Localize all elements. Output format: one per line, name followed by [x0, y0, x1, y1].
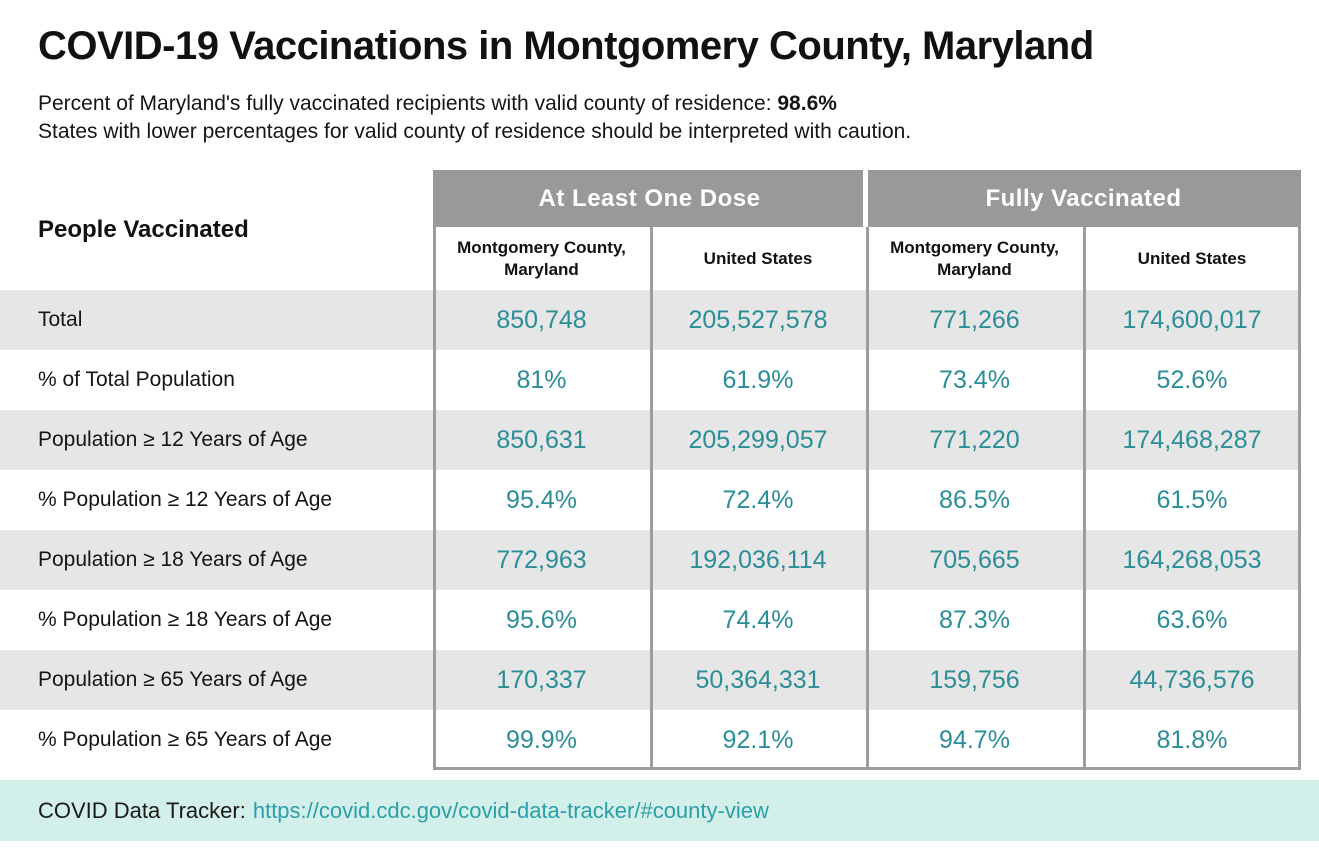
table-cell: 170,337: [496, 665, 587, 694]
table-border: [650, 227, 653, 770]
table-border: [866, 227, 869, 770]
table-border: [1083, 227, 1086, 770]
table-cell: 95.4%: [506, 485, 577, 514]
column-header-us-one-dose: United States: [703, 248, 813, 268]
table-cell: 61.9%: [722, 365, 794, 394]
row-label-column: Total % of Total Population Population ≥…: [38, 290, 418, 770]
column-group-header-one-dose: At Least One Dose: [433, 170, 866, 227]
table-cell: 44,736,576: [1129, 665, 1255, 694]
subtitle-prefix: Percent of Maryland's fully vaccinated r…: [38, 92, 778, 115]
row-label: Population ≥ 18 Years of Age: [38, 548, 308, 571]
subtitle: Percent of Maryland's fully vaccinated r…: [38, 90, 911, 146]
table-cell: 205,299,057: [688, 425, 828, 454]
table-cell: 61.5%: [1156, 485, 1228, 514]
table-cell: 205,527,578: [688, 305, 828, 334]
table-cell: 771,266: [929, 305, 1020, 334]
table-cell: 81.8%: [1156, 725, 1228, 754]
table-cell: 92.1%: [722, 725, 794, 754]
table-cell: 73.4%: [939, 365, 1010, 394]
group-header-divider: [863, 170, 868, 227]
table-cell: 50,364,331: [695, 665, 821, 694]
table-cell: 63.6%: [1156, 605, 1228, 634]
row-label: % Population ≥ 18 Years of Age: [38, 608, 333, 631]
table-cell: 94.7%: [939, 725, 1010, 754]
row-label: Total: [38, 308, 83, 331]
row-header-title: People Vaccinated: [38, 216, 249, 243]
column-header-moco-fully: Montgomery County, Maryland: [890, 238, 1059, 279]
subtitle-line2: States with lower percentages for valid …: [38, 120, 912, 143]
subtitle-line1: Percent of Maryland's fully vaccinated r…: [38, 90, 911, 118]
table-border: [433, 767, 1301, 770]
column-group-header-fully-vaccinated: Fully Vaccinated: [866, 170, 1301, 227]
row-label: % of Total Population: [38, 368, 235, 391]
row-label: % Population ≥ 65 Years of Age: [38, 728, 333, 751]
source-label: COVID Data Tracker:: [38, 797, 246, 823]
data-table: At Least One Dose Fully Vaccinated Montg…: [433, 170, 1301, 770]
table-cell: 95.6%: [506, 605, 577, 634]
table-cell: 81%: [516, 365, 567, 394]
table-cell: 74.4%: [722, 605, 794, 634]
source-link[interactable]: https://covid.cdc.gov/covid-data-tracker…: [252, 797, 769, 823]
valid-residence-percent: 98.6%: [777, 92, 837, 115]
table-cell: 164,268,053: [1122, 545, 1262, 574]
row-label: % Population ≥ 12 Years of Age: [38, 488, 333, 511]
table-cell: 52.6%: [1156, 365, 1228, 394]
table-cell: 72.4%: [722, 485, 794, 514]
table-cell: 174,468,287: [1122, 425, 1262, 454]
row-label: Population ≥ 65 Years of Age: [38, 668, 308, 691]
column-header-moco-one-dose: Montgomery County, Maryland: [457, 238, 626, 279]
table-cell: 159,756: [929, 665, 1020, 694]
table-cell: 705,665: [929, 545, 1020, 574]
table-border: [1298, 227, 1301, 770]
table-cell: 87.3%: [939, 605, 1010, 634]
source-footer: COVID Data Tracker: https://covid.cdc.go…: [0, 780, 1319, 841]
table-cell: 850,748: [496, 305, 587, 334]
table-cell: 99.9%: [506, 725, 577, 754]
row-label: Population ≥ 12 Years of Age: [38, 428, 308, 451]
table-cell: 192,036,114: [689, 545, 827, 574]
table-cell: 86.5%: [939, 485, 1010, 514]
table-border: [433, 227, 436, 770]
table-cell: 850,631: [496, 425, 587, 454]
table-cell: 772,963: [496, 545, 587, 574]
page-title: COVID-19 Vaccinations in Montgomery Coun…: [38, 24, 1094, 68]
table-cell: 174,600,017: [1122, 305, 1262, 334]
column-header-us-fully: United States: [1137, 248, 1247, 268]
table-cell: 771,220: [929, 425, 1020, 454]
